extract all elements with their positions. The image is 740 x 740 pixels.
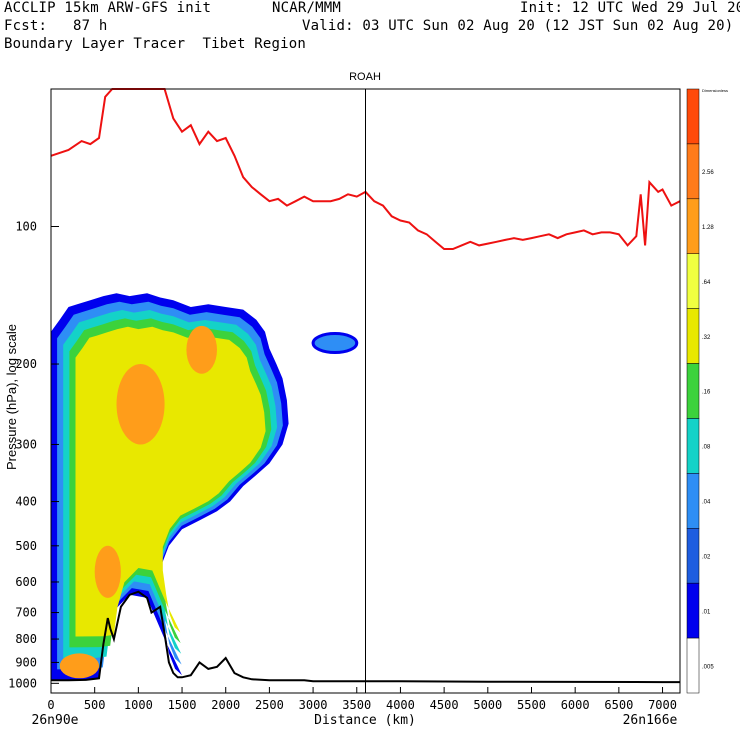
y-tick-label-900: 900 (15, 655, 37, 669)
header-fcst: Fcst: 87 h (4, 18, 108, 34)
x-tick-label-2000: 2000 (211, 698, 240, 712)
colorbar-label-1: 2.56 (702, 170, 714, 176)
plume-orange-patch-2 (59, 653, 100, 679)
colorbar-swatch-8 (686, 528, 700, 584)
colorbar-label-3: .64 (702, 280, 711, 286)
y-tick-label-600: 600 (15, 575, 37, 589)
colorbar-swatch-0 (686, 88, 700, 145)
x-tick-label-3500: 3500 (342, 698, 371, 712)
x-tick-label-4500: 4500 (430, 698, 459, 712)
colorbar-label-9: .01 (702, 609, 711, 615)
left-endpoint-label: 26n90e (32, 713, 79, 728)
x-tick-label-2500: 2500 (255, 698, 284, 712)
colorbar-label-5: .16 (702, 390, 711, 396)
x-tick-label-5500: 5500 (517, 698, 546, 712)
colorbar-label-8: .02 (702, 554, 711, 560)
header-valid: Valid: 03 UTC Sun 02 Aug 20 (12 JST Sun … (302, 18, 734, 34)
y-tick-label-300: 300 (15, 437, 37, 451)
x-axis-label: Distance (km) (314, 713, 416, 728)
header-product: Boundary Layer Tracer Tibet Region (4, 36, 307, 52)
colorbar-label-10: .005 (702, 664, 714, 670)
right-endpoint-label: 26n166e (623, 713, 678, 728)
x-tick-label-0: 0 (47, 698, 54, 712)
y-tick-label-100: 100 (15, 220, 37, 234)
x-tick-label-3000: 3000 (299, 698, 328, 712)
colorbar-swatch-1 (686, 143, 700, 200)
colorbar-label-0: Dimensionless (702, 88, 728, 93)
y-tick-label-800: 800 (15, 632, 37, 646)
colorbar-swatch-3 (686, 253, 700, 309)
y-tick-label-700: 700 (15, 606, 37, 620)
plume-orange-patch-1 (186, 325, 217, 374)
terrain-line (51, 590, 680, 684)
x-tick-label-1000: 1000 (124, 698, 153, 712)
colorbar-swatch-7 (686, 473, 700, 529)
y-axis-label: Pressure (hPa), log scale (4, 324, 19, 470)
colorbar-label-4: .32 (702, 335, 711, 341)
header-init: Init: 12 UTC Wed 29 Jul 20 (520, 0, 740, 16)
header-title-center: NCAR/MMM (272, 0, 342, 16)
y-tick-label-1000: 1000 (8, 676, 37, 690)
colorbar-label-6: .08 (702, 445, 711, 451)
colorbar-label-2: 1.28 (702, 225, 714, 231)
station-label: ROAH (349, 71, 381, 83)
x-tick-label-6500: 6500 (604, 698, 633, 712)
y-tick-label-200: 200 (15, 357, 37, 371)
x-tick-label-7000: 7000 (648, 698, 677, 712)
plume-orange-patch-0 (116, 364, 165, 445)
colorbar-swatch-9 (686, 582, 700, 639)
x-tick-label-6000: 6000 (561, 698, 590, 712)
colorbar-swatch-4 (686, 308, 700, 364)
axes-layer: 0 500 1000 1500 2000 2500 3000 3500 4000 4500 5000… (8, 220, 677, 712)
plot-frame (50, 88, 681, 694)
colorbar: Dimensionless 2.56 1.28 .64 .32 .16 .08 .04 .02.… (686, 88, 728, 694)
plume-fill (51, 293, 359, 681)
y-tick-label-500: 500 (15, 539, 37, 553)
colorbar-swatch-6 (686, 418, 700, 474)
y-tick-label-400: 400 (15, 495, 37, 509)
x-tick-label-5000: 5000 (473, 698, 502, 712)
lines-layer (50, 88, 681, 693)
x-tick-label-4000: 4000 (386, 698, 415, 712)
tropopause-line (50, 88, 681, 250)
colorbar-label-7: .04 (702, 500, 711, 506)
colorbar-swatch-2 (686, 198, 700, 254)
plume-orange-patch-3 (94, 545, 121, 598)
colorbar-swatch-10 (686, 637, 700, 694)
plume-upper-blob (311, 332, 359, 355)
x-tick-label-500: 500 (84, 698, 106, 712)
colorbar-swatch-5 (686, 363, 700, 419)
x-tick-label-1500: 1500 (168, 698, 197, 712)
header-title-left: ACCLIP 15km ARW-GFS init (4, 0, 212, 16)
